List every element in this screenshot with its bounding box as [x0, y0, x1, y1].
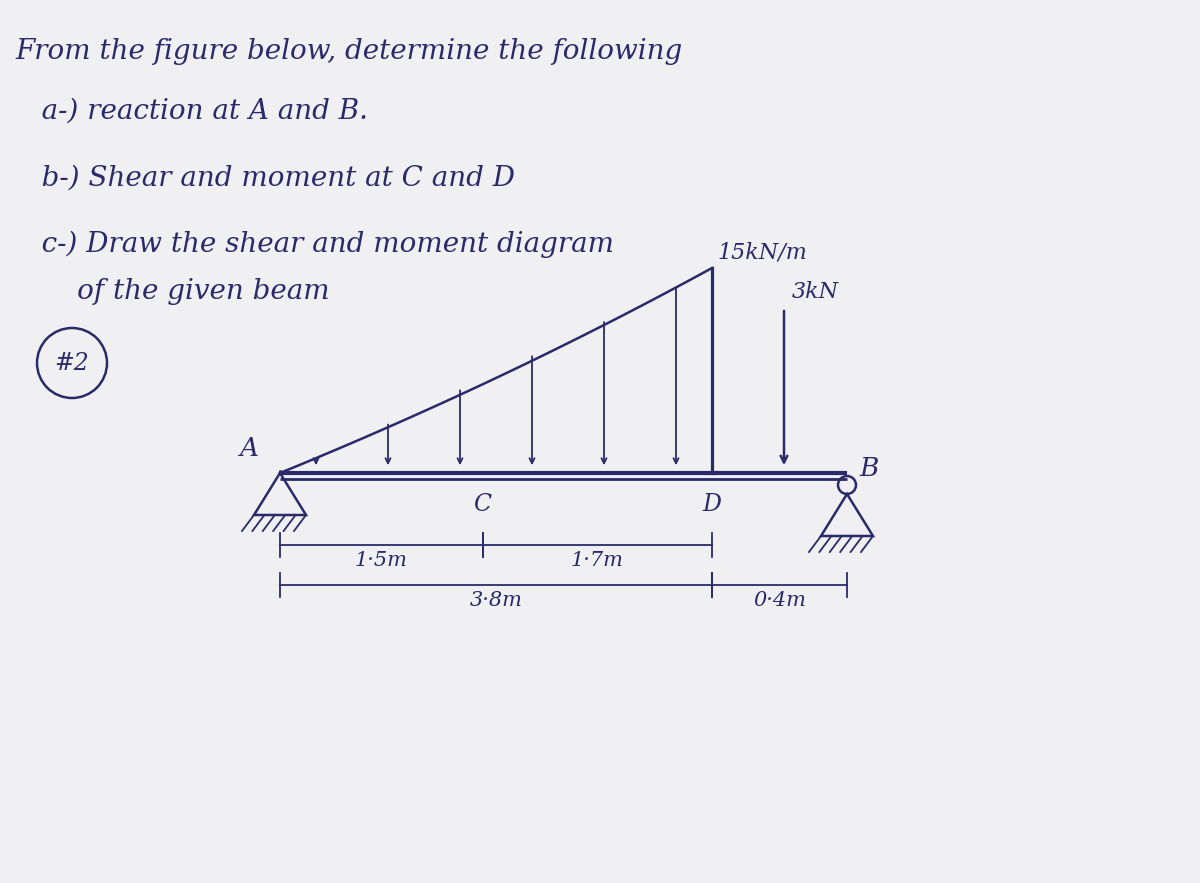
- Text: C: C: [474, 493, 492, 516]
- Text: 3·8m: 3·8m: [469, 591, 522, 610]
- Text: 0·4m: 0·4m: [754, 591, 806, 610]
- Text: 1·7m: 1·7m: [571, 551, 624, 570]
- Text: 15kN/m: 15kN/m: [718, 241, 806, 263]
- Text: a-) reaction at A and B.: a-) reaction at A and B.: [14, 98, 368, 125]
- Text: #2: #2: [55, 351, 89, 374]
- Text: 1·5m: 1·5m: [355, 551, 408, 570]
- Text: D: D: [702, 493, 721, 516]
- Text: 3kN: 3kN: [792, 281, 839, 303]
- Text: b-) Shear and moment at C and D: b-) Shear and moment at C and D: [14, 165, 515, 192]
- Text: c-) Draw the shear and moment diagram: c-) Draw the shear and moment diagram: [14, 231, 614, 259]
- Text: A: A: [239, 436, 258, 461]
- Text: B: B: [859, 456, 878, 480]
- Text: of the given beam: of the given beam: [14, 278, 330, 305]
- Text: From the figure below, determine the following: From the figure below, determine the fol…: [14, 38, 683, 65]
